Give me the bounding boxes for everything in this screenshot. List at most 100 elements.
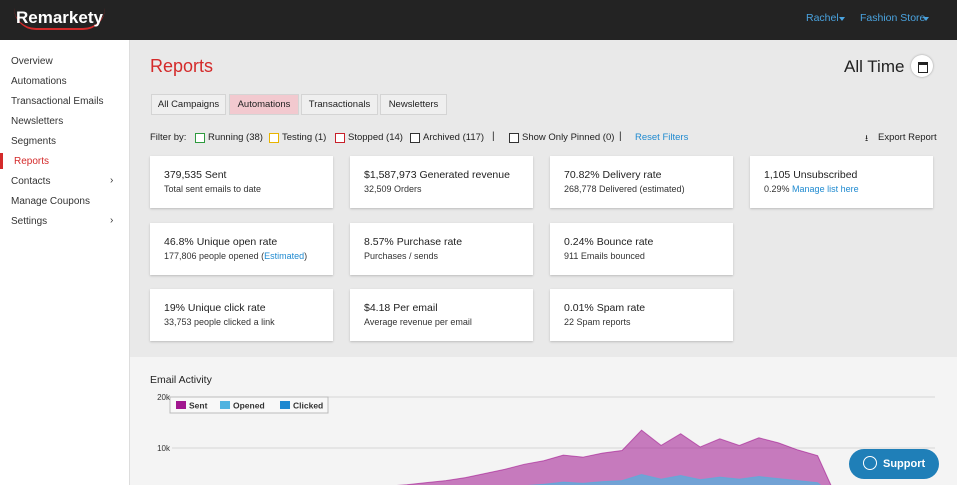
stat-card: 70.82% Delivery rate 268,778 Delivered (e… xyxy=(550,156,733,208)
date-range[interactable]: All Time xyxy=(844,57,905,76)
sidebar xyxy=(0,40,130,485)
legend-swatch xyxy=(280,401,290,409)
legend-swatch xyxy=(220,401,230,409)
card-title: 0.01% Spam rate xyxy=(564,302,646,314)
sidebar-item[interactable]: Reports xyxy=(14,156,50,167)
caret[interactable] xyxy=(923,17,929,24)
card-title: $1,587,973 Generated revenue xyxy=(364,169,510,181)
y-tick-label: 20k xyxy=(157,393,171,402)
stat-card: $4.18 Per email Average revenue per email xyxy=(350,289,533,341)
tab[interactable]: Automations xyxy=(229,94,299,115)
chevron: › xyxy=(110,215,114,226)
sidebar-item[interactable]: Manage Coupons xyxy=(11,196,90,207)
subtitle-text: 0.29% xyxy=(764,184,790,194)
stat-card: 8.57% Purchase rate Purchases / sends xyxy=(350,222,533,275)
filter-label: Filter by: xyxy=(150,132,187,143)
subtitle-text: 22 Spam reports xyxy=(564,317,631,327)
y-tick-label: 10k xyxy=(157,444,171,453)
subtitle-text: Average revenue per email xyxy=(364,317,472,327)
export-report[interactable]: Export Report xyxy=(878,132,937,143)
stat-card: 379,535 Sent Total sent emails to date xyxy=(150,156,333,208)
subtitle-text: 911 Emails bounced xyxy=(564,250,645,261)
checkbox[interactable] xyxy=(410,133,420,143)
card-subtitle: 33,753 people clicked a link xyxy=(164,317,275,327)
subtitle-text: 268,778 Delivered (estimated) xyxy=(564,184,685,194)
logo: Remarkety xyxy=(14,8,105,30)
card-subtitle: 32,509 Orders xyxy=(364,184,422,194)
tab[interactable]: All Campaigns xyxy=(151,94,226,115)
sidebar-item[interactable]: Newsletters xyxy=(11,116,64,127)
card-title: 70.82% Delivery rate xyxy=(564,169,662,181)
card-subtitle: 22 Spam reports xyxy=(564,317,631,327)
card-title: 1,105 Unsubscribed xyxy=(764,169,858,181)
active-marker xyxy=(0,153,3,169)
area xyxy=(396,429,832,485)
card-title: 19% Unique click rate xyxy=(164,302,266,314)
sidebar-item[interactable]: Automations xyxy=(11,76,67,87)
legend-label: Sent xyxy=(189,401,208,411)
separator: | xyxy=(619,131,622,142)
area xyxy=(527,474,822,485)
legend-label: Opened xyxy=(233,401,265,411)
store-menu[interactable]: Fashion Store xyxy=(860,12,926,24)
legend-swatch xyxy=(176,401,186,409)
stat-card: 46.8% Unique open rate 177,806 people ope… xyxy=(150,222,333,275)
subtitle-text: Total sent emails to date xyxy=(164,184,262,194)
sidebar-item[interactable]: Segments xyxy=(11,136,57,147)
card-title: $4.18 Per email xyxy=(364,302,438,314)
stat-card: 1,105 Unsubscribed 0.29% Manage list here xyxy=(750,156,933,208)
chevron: › xyxy=(110,175,114,186)
subtitle-text: 32,509 Orders xyxy=(364,184,422,194)
stat-card: 0.01% Spam rate 22 Spam reports xyxy=(550,289,733,341)
card-subtitle: Average revenue per email xyxy=(364,317,472,327)
user-menu[interactable]: Rachel xyxy=(806,12,839,24)
sidebar-item[interactable]: Overview xyxy=(11,56,53,67)
card-subtitle: 268,778 Delivered (estimated) xyxy=(564,184,685,194)
stat-card: $1,587,973 Generated revenue 32,509 Order… xyxy=(350,156,533,208)
checkbox[interactable] xyxy=(509,133,519,143)
support-button[interactable]: Support xyxy=(849,449,939,479)
card-title: 8.57% Purchase rate xyxy=(364,235,463,248)
tab[interactable]: Transactionals xyxy=(301,94,378,115)
card-subtitle: Purchases / sends xyxy=(364,251,438,261)
page-title: Reports xyxy=(150,56,214,76)
card-link[interactable]: Manage list here xyxy=(792,184,859,194)
help-icon xyxy=(863,456,877,470)
card-title: 0.24% Bounce rate xyxy=(564,235,654,248)
calendar-icon[interactable] xyxy=(918,62,928,73)
caret[interactable] xyxy=(839,17,845,24)
checkbox[interactable] xyxy=(269,133,279,143)
subtitle-text: 33,753 people clicked a link xyxy=(164,317,275,327)
tab[interactable]: Newsletters xyxy=(380,94,447,115)
chart: 10k 20k Sent Opened Clicked xyxy=(157,393,935,485)
chart-title: Email Activity xyxy=(150,374,212,386)
subtitle-text: Purchases / sends xyxy=(364,250,439,261)
stat-card: 19% Unique click rate 33,753 people click… xyxy=(150,289,333,341)
top-bar xyxy=(0,0,957,40)
subtitle-text: ) xyxy=(304,250,308,261)
reset-filters[interactable]: Reset Filters xyxy=(635,132,689,143)
card-title: 46.8% Unique open rate xyxy=(164,235,278,248)
card-link[interactable]: Estimated xyxy=(264,250,305,261)
support-label[interactable]: Support xyxy=(883,458,926,470)
separator: | xyxy=(492,131,495,142)
subtitle-text: 177,806 people opened ( xyxy=(164,250,265,261)
filter-option[interactable]: Stopped (14) xyxy=(348,132,403,143)
filter-option[interactable]: Testing (1) xyxy=(282,132,327,143)
card-subtitle: 911 Emails bounced xyxy=(564,251,645,261)
legend-label: Clicked xyxy=(293,401,323,411)
checkbox[interactable] xyxy=(195,133,205,143)
sidebar-item[interactable]: Transactional Emails xyxy=(11,96,104,107)
checkbox[interactable] xyxy=(335,133,345,143)
card-title: 379,535 Sent xyxy=(164,169,227,181)
export-icon[interactable]: ⭳ xyxy=(865,133,869,143)
sidebar-item[interactable]: Settings xyxy=(11,216,48,227)
card-subtitle: Total sent emails to date xyxy=(164,184,261,194)
stat-card: 0.24% Bounce rate 911 Emails bounced xyxy=(550,222,733,275)
card-subtitle: 177,806 people opened (Estimated) xyxy=(164,251,307,261)
filter-option[interactable]: Archived (117) xyxy=(423,132,485,143)
filter-option[interactable]: Running (38) xyxy=(208,132,263,143)
sidebar-item[interactable]: Contacts xyxy=(11,176,51,187)
filter-option[interactable]: Show Only Pinned (0) xyxy=(522,132,615,143)
